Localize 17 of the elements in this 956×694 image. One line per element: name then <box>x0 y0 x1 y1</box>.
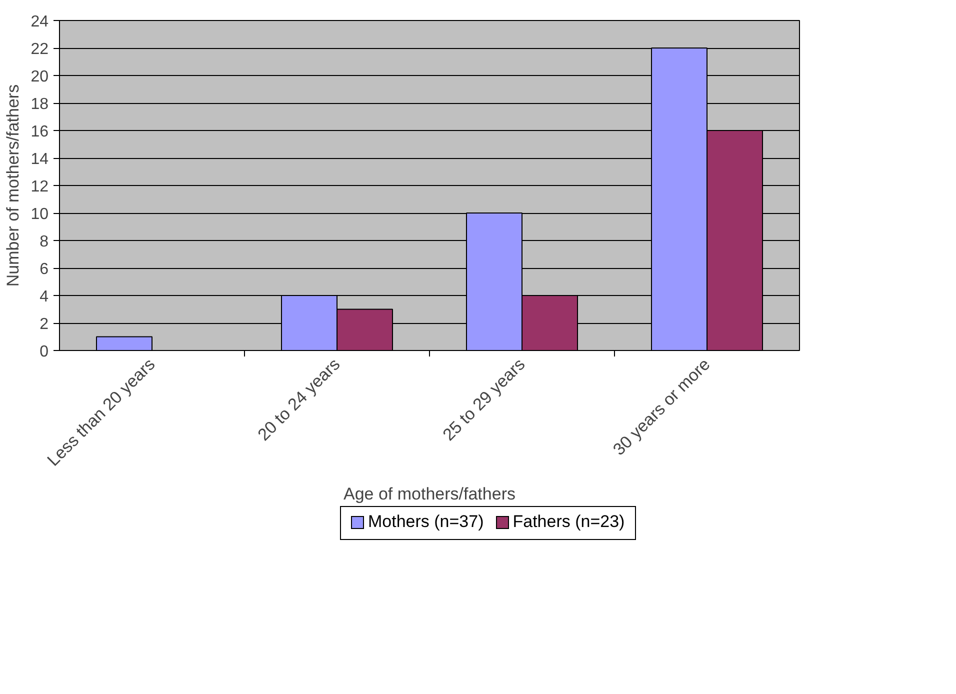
y-tick-label: 20 <box>30 68 49 86</box>
y-tick-label: 0 <box>40 344 49 360</box>
y-axis-title: Number of mothers/fathers <box>4 84 23 287</box>
y-tick-label: 16 <box>30 124 49 140</box>
y-tick-label: 18 <box>30 96 49 113</box>
y-tick-label: 6 <box>40 261 49 278</box>
y-tick-label: 12 <box>30 178 49 196</box>
y-tick-label: 8 <box>40 234 49 250</box>
y-tick-label: 10 <box>30 206 49 223</box>
x-axis-title: Age of mothers/fathers <box>344 484 516 504</box>
legend-label: Fathers (n=23) <box>512 511 625 533</box>
y-tick-label: 2 <box>40 316 49 333</box>
legend-label: Mothers (n=37) <box>368 511 484 533</box>
y-tick-label: 24 <box>30 14 49 30</box>
y-tick-label: 14 <box>30 151 49 168</box>
y-tick-label: 22 <box>30 41 49 58</box>
y-tick-label: 4 <box>40 288 49 306</box>
